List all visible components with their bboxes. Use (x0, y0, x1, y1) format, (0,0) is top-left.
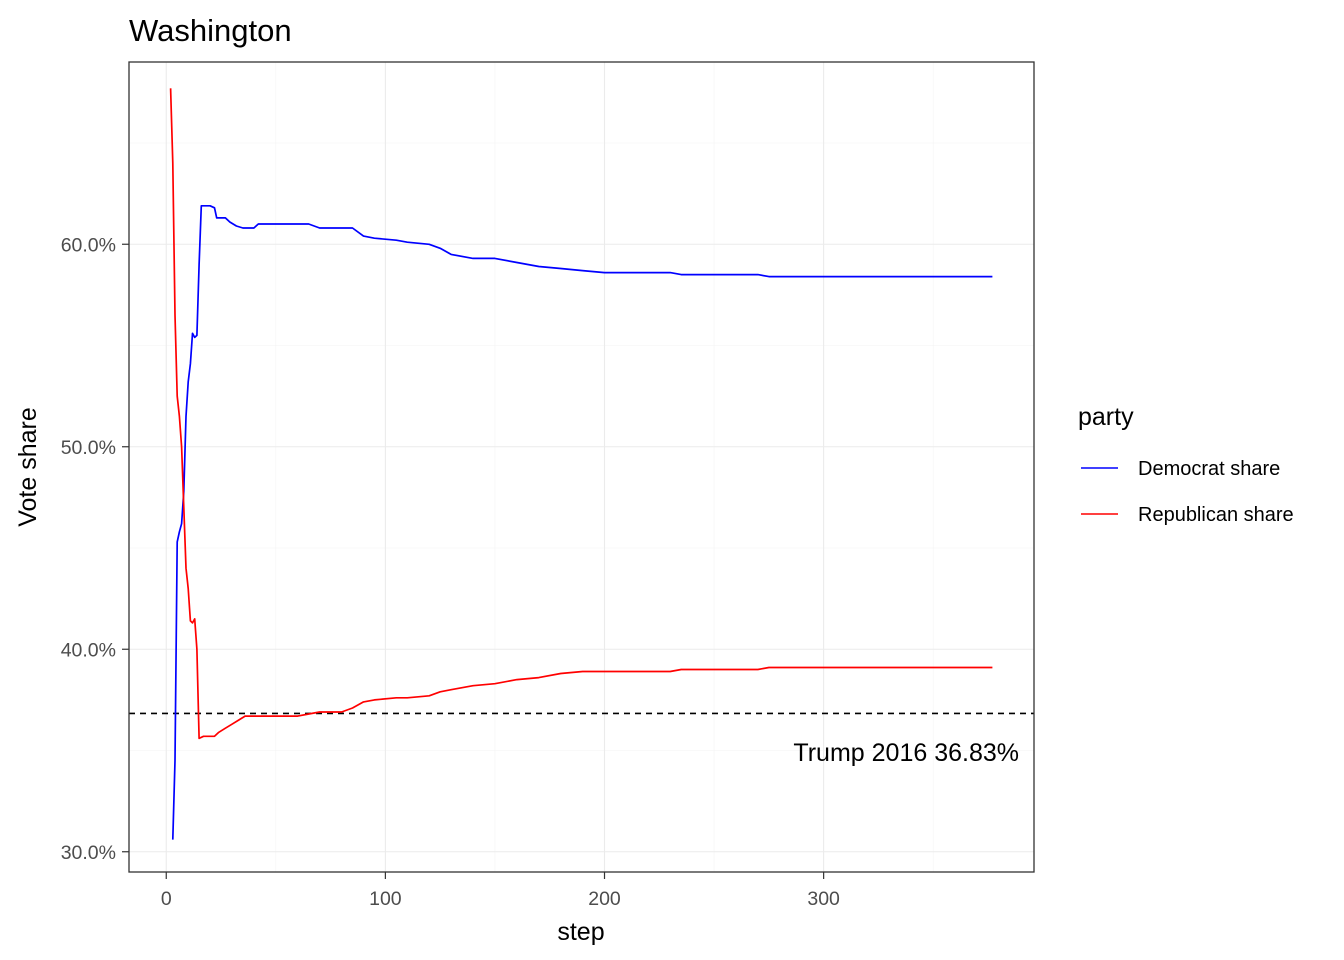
chart-title: Washington (129, 13, 292, 48)
x-tick-label: 0 (161, 888, 172, 910)
series-line-republican-share (169, 88, 993, 740)
y-tick-label: 30.0% (61, 842, 116, 864)
y-axis-title: Vote share (14, 407, 42, 527)
y-tick-label: 50.0% (61, 437, 116, 459)
y-tick-label: 40.0% (61, 639, 116, 661)
y-tick-label: 60.0% (61, 234, 116, 256)
axis-ticks: 0 100 200 300 30.0% 40.0% 50.0% 60.0% (61, 234, 840, 910)
series-line-democrat-share (171, 204, 993, 840)
legend: party Democrat share Republican share (1078, 403, 1294, 526)
x-tick-label: 200 (588, 888, 621, 910)
reference-line-label: Trump 2016 36.83% (793, 739, 1019, 767)
legend-title: party (1078, 403, 1134, 431)
x-tick-label: 300 (807, 888, 840, 910)
legend-label-republican: Republican share (1138, 504, 1294, 526)
grid (129, 62, 1034, 872)
x-axis-title: step (557, 918, 604, 946)
series-layer (169, 88, 993, 840)
legend-label-democrat: Democrat share (1138, 458, 1280, 480)
x-tick-label: 100 (369, 888, 402, 910)
plot-panel-border (128, 61, 1035, 873)
